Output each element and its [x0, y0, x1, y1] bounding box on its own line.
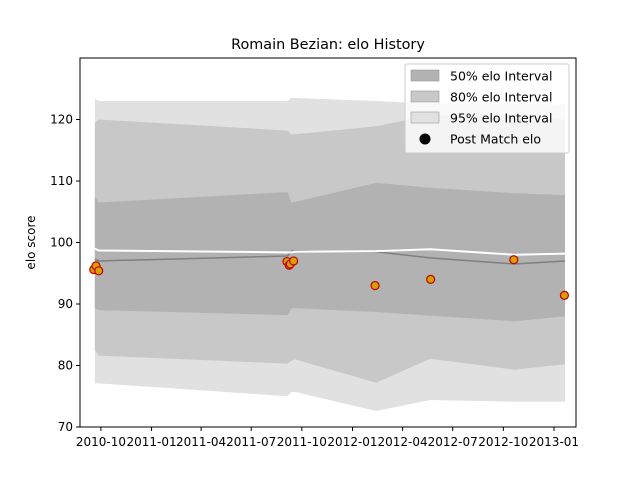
- elo-point: [288, 256, 299, 266]
- x-tick-label: 2011-04: [176, 435, 226, 449]
- trend-lines: [94, 247, 566, 265]
- chart-title: Romain Bezian: elo History: [231, 37, 425, 53]
- legend-marker-point: [419, 133, 431, 145]
- x-tick-label: 2011-07: [226, 435, 276, 449]
- x-tick-label: 2012-04: [378, 435, 428, 449]
- interval-bands: [94, 97, 565, 412]
- elo-point: [370, 280, 380, 291]
- legend-label: 50% elo Interval: [450, 69, 552, 84]
- legend-swatch: [410, 111, 440, 124]
- y-tick-label: 110: [50, 174, 73, 188]
- y-tick-label: 70: [58, 420, 73, 434]
- elo-point: [559, 290, 570, 300]
- y-tick-label: 80: [58, 359, 73, 373]
- legend: 50% elo Interval 80% elo Interval 95% elo …: [404, 63, 570, 154]
- elo-point: [94, 266, 104, 276]
- x-tick-label: 2012-10: [478, 435, 528, 449]
- x-tick-label: 2010-10: [76, 435, 126, 449]
- median-line: [94, 247, 566, 256]
- y-tick-label: 90: [58, 297, 73, 311]
- legend-swatch: [410, 90, 440, 103]
- x-tick-label: 2012-07: [428, 435, 478, 449]
- legend-frame: [404, 63, 570, 154]
- x-tick-label: 2012-01: [327, 435, 377, 449]
- y-axis-label: elo score: [24, 215, 38, 269]
- y-axis-ticks: 70 80 90 100 110 120: [50, 113, 80, 434]
- legend-label: Post Match elo: [450, 132, 541, 147]
- post-match-points: [89, 255, 570, 300]
- legend-swatch: [410, 69, 440, 82]
- elo-point: [509, 255, 519, 265]
- x-tick-label: 2013-01: [529, 435, 579, 449]
- legend-label: 95% elo Interval: [450, 111, 552, 126]
- y-tick-label: 100: [50, 236, 73, 250]
- legend-label: 80% elo Interval: [450, 90, 552, 105]
- x-tick-label: 2011-10: [277, 435, 327, 449]
- x-axis-ticks: 2010-10 2011-01 2011-04 2011-07 2011-10 2012-…: [76, 427, 579, 449]
- elo-point: [426, 274, 436, 284]
- x-tick-label: 2011-01: [126, 435, 176, 449]
- y-tick-label: 120: [50, 113, 73, 127]
